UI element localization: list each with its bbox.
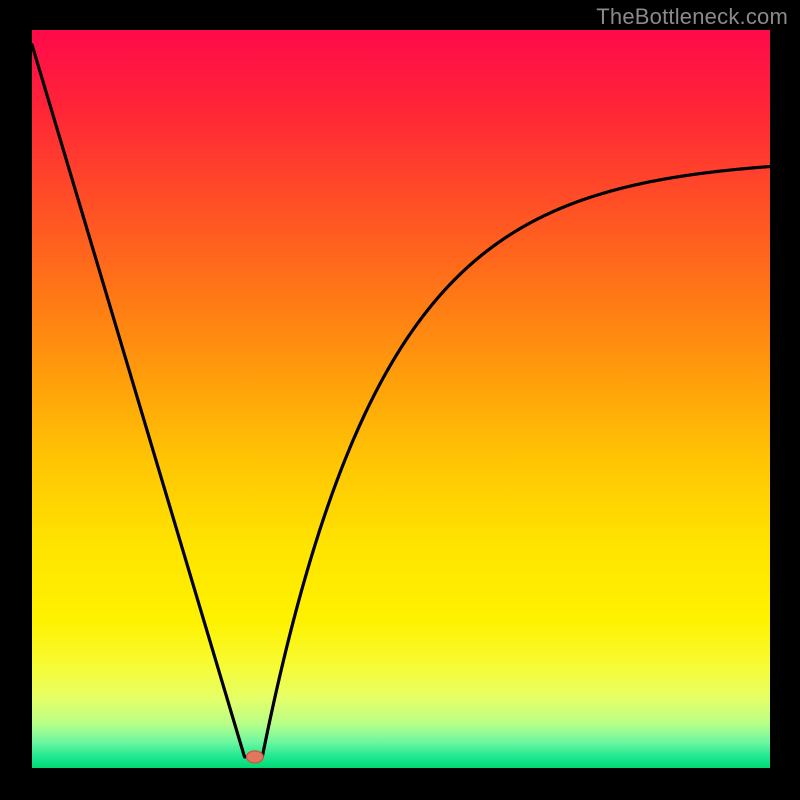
- optimal-point-marker: [247, 751, 264, 763]
- chart-stage: TheBottleneck.com: [0, 0, 800, 800]
- gradient-plot-area: [32, 30, 770, 768]
- bottleneck-chart: [0, 0, 800, 800]
- watermark-text: TheBottleneck.com: [596, 4, 788, 30]
